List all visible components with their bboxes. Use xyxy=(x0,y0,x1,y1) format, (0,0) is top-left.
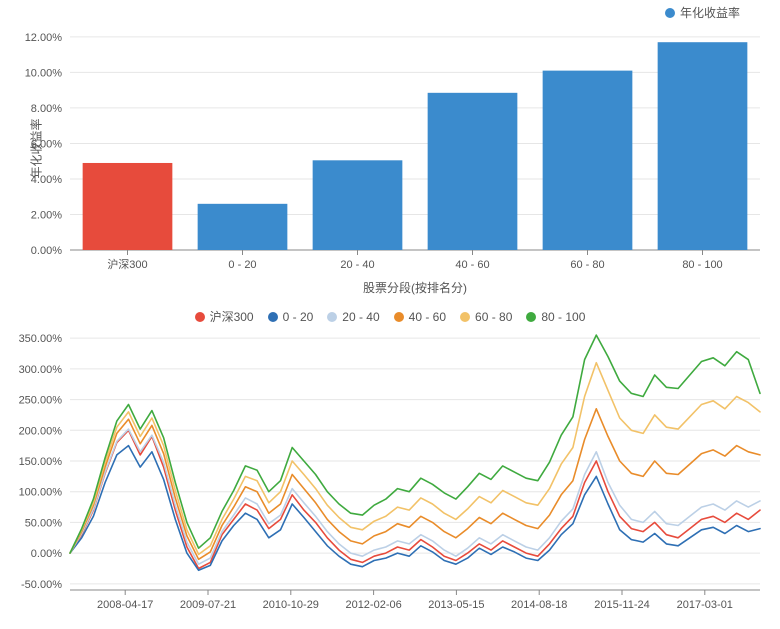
legend-item: 80 - 100 xyxy=(526,310,585,324)
bar xyxy=(198,204,288,250)
svg-text:0.00%: 0.00% xyxy=(31,245,62,257)
svg-text:60 - 80: 60 - 80 xyxy=(570,259,604,271)
svg-text:0 - 20: 0 - 20 xyxy=(228,259,256,271)
legend-dot xyxy=(327,312,337,322)
legend-label: 年化收益率 xyxy=(680,4,740,21)
legend-dot xyxy=(665,8,675,18)
legend-dot xyxy=(460,312,470,322)
svg-text:2008-04-17: 2008-04-17 xyxy=(97,599,153,611)
legend-label: 80 - 100 xyxy=(541,310,585,324)
legend-dot xyxy=(394,312,404,322)
svg-text:350.00%: 350.00% xyxy=(19,333,63,345)
bar-chart-legend: 年化收益率 xyxy=(665,4,740,21)
svg-text:2014-08-18: 2014-08-18 xyxy=(511,599,567,611)
legend-item: 沪深300 xyxy=(195,308,254,325)
bar-chart-svg: 0.00%2.00%4.00%6.00%8.00%10.00%12.00%沪深3… xyxy=(0,0,780,300)
page-root: 年化收益率 年化收益率 0.00%2.00%4.00%6.00%8.00%10.… xyxy=(0,0,780,624)
legend-label: 沪深300 xyxy=(210,308,254,325)
legend-item: 20 - 40 xyxy=(327,310,379,324)
legend-label: 20 - 40 xyxy=(342,310,379,324)
svg-text:2017-03-01: 2017-03-01 xyxy=(677,599,733,611)
legend-item-annualized-return: 年化收益率 xyxy=(665,4,740,21)
bar xyxy=(428,93,518,250)
legend-item: 40 - 60 xyxy=(394,310,446,324)
legend-dot xyxy=(195,312,205,322)
legend-label: 0 - 20 xyxy=(283,310,314,324)
legend-dot xyxy=(526,312,536,322)
svg-text:20 - 40: 20 - 40 xyxy=(340,259,374,271)
svg-text:股票分段(按排名分): 股票分段(按排名分) xyxy=(363,280,467,295)
svg-text:2010-10-29: 2010-10-29 xyxy=(263,599,319,611)
svg-text:2015-11-24: 2015-11-24 xyxy=(594,599,649,611)
bar xyxy=(83,163,173,250)
svg-text:0.00%: 0.00% xyxy=(31,548,62,560)
bar xyxy=(313,160,403,250)
svg-text:100.00%: 100.00% xyxy=(19,487,63,499)
svg-text:40 - 60: 40 - 60 xyxy=(455,259,489,271)
legend-item: 0 - 20 xyxy=(268,310,314,324)
bar-chart-y-axis-label: 年化收益率 xyxy=(28,118,45,178)
legend-label: 40 - 60 xyxy=(409,310,446,324)
line-chart-svg: -50.00% 0.00% 50.00% 100.00% 150.00% 200.00% 2… xyxy=(0,306,780,624)
bar xyxy=(543,71,633,250)
svg-text:10.00%: 10.00% xyxy=(25,67,63,79)
series-line xyxy=(70,335,760,553)
legend-item: 60 - 80 xyxy=(460,310,512,324)
series-line xyxy=(70,446,760,571)
bar xyxy=(658,42,748,250)
svg-text:2013-05-15: 2013-05-15 xyxy=(428,599,484,611)
legend-label: 60 - 80 xyxy=(475,310,512,324)
svg-text:150.00%: 150.00% xyxy=(19,456,63,468)
svg-text:50.00%: 50.00% xyxy=(25,517,63,529)
svg-text:8.00%: 8.00% xyxy=(31,103,62,115)
series-line xyxy=(70,363,760,555)
svg-text:12.00%: 12.00% xyxy=(25,32,63,44)
svg-text:2.00%: 2.00% xyxy=(31,209,62,221)
svg-text:2009-07-21: 2009-07-21 xyxy=(180,599,236,611)
svg-text:-50.00%: -50.00% xyxy=(21,579,62,591)
svg-text:200.00%: 200.00% xyxy=(19,425,63,437)
svg-text:80 - 100: 80 - 100 xyxy=(682,259,722,271)
svg-text:300.00%: 300.00% xyxy=(19,364,63,376)
svg-text:250.00%: 250.00% xyxy=(19,395,63,407)
svg-text:2012-02-06: 2012-02-06 xyxy=(345,599,401,611)
legend-dot xyxy=(268,312,278,322)
bar-chart-block: 年化收益率 年化收益率 0.00%2.00%4.00%6.00%8.00%10.… xyxy=(0,0,780,300)
line-chart-legend: 沪深300 0 - 20 20 - 40 40 - 60 60 - 80 80 - 100 xyxy=(0,308,780,325)
svg-text:沪深300: 沪深300 xyxy=(107,257,147,271)
line-chart-block: 沪深300 0 - 20 20 - 40 40 - 60 60 - 80 80 - 100… xyxy=(0,306,780,624)
